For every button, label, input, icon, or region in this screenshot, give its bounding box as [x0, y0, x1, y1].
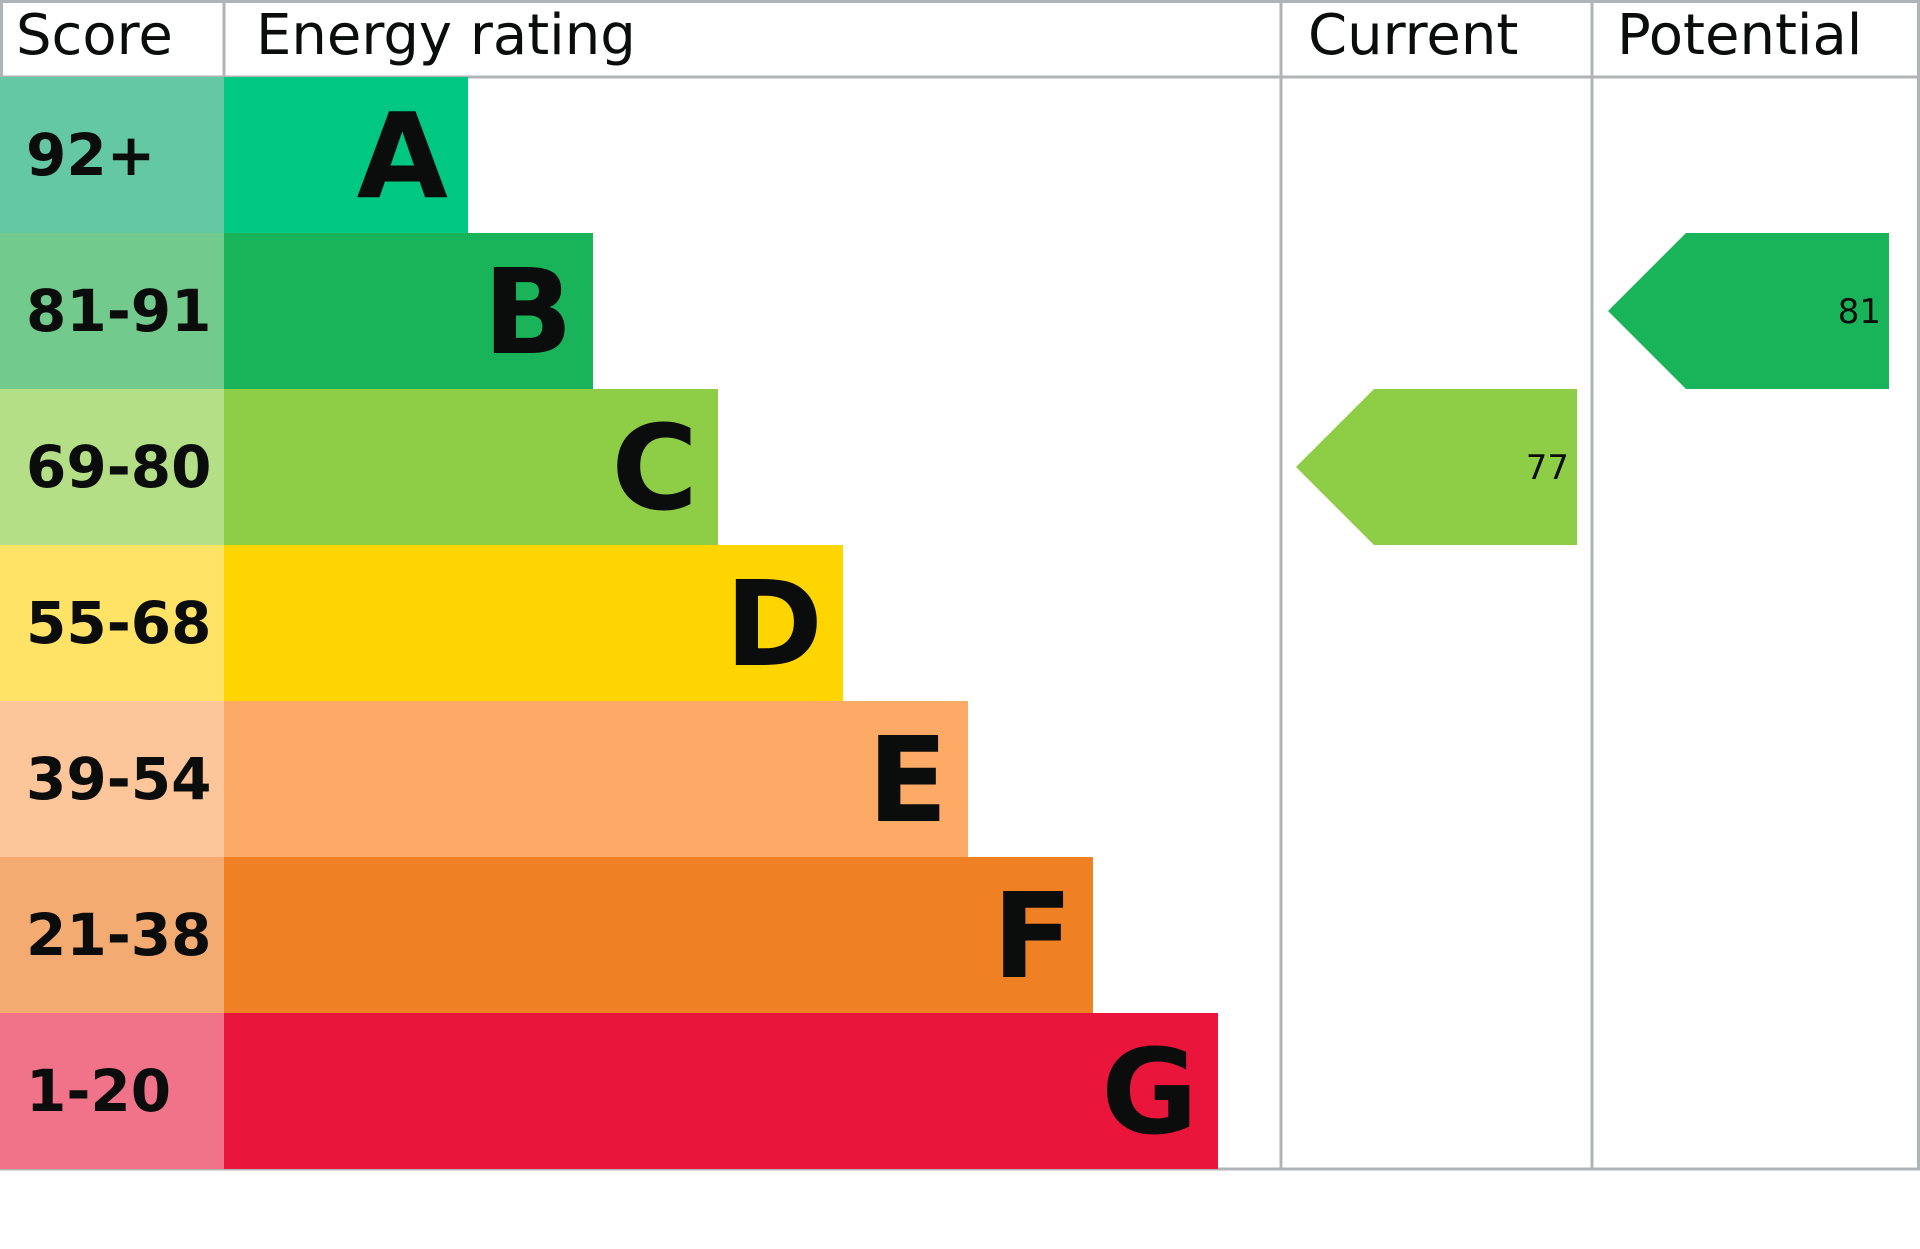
score-cell — [0, 1013, 224, 1169]
band-d: 55-68 D — [0, 545, 843, 701]
band-bar — [224, 389, 718, 545]
score-range: 39-54 — [26, 745, 212, 813]
band-bar — [224, 1013, 1218, 1169]
band-e: 39-54 E — [0, 701, 968, 857]
band-c: 69-80 C — [0, 389, 718, 545]
header-potential: Potential — [1617, 3, 1862, 68]
band-bar — [224, 233, 593, 389]
score-cell — [0, 77, 224, 233]
potential-rating-arrow-shape — [1608, 233, 1889, 389]
band-letter: C — [611, 399, 698, 537]
current-rating-arrow-value: 77 — [1526, 448, 1569, 488]
band-bar — [224, 857, 1093, 1013]
score-cell — [0, 701, 224, 857]
band-bar — [224, 545, 843, 701]
band-g: 1-20 G — [0, 1013, 1218, 1169]
band-letter: A — [357, 87, 448, 225]
band-b: 81-91 B — [0, 233, 593, 389]
current-rating-arrow: 77 — [1296, 389, 1577, 545]
band-letter: D — [725, 555, 823, 693]
potential-rating-arrow: 81 — [1608, 233, 1889, 389]
band-letter: F — [992, 867, 1073, 1005]
score-cell — [0, 389, 224, 545]
score-range: 55-68 — [26, 589, 212, 657]
score-cell — [0, 857, 224, 1013]
band-bar — [224, 77, 468, 233]
band-bar — [224, 701, 968, 857]
score-range: 69-80 — [26, 433, 212, 501]
band-letter: G — [1101, 1023, 1198, 1161]
score-range: 92+ — [26, 121, 155, 189]
band-f: 21-38 F — [0, 857, 1093, 1013]
band-a: 92+ A — [0, 77, 468, 233]
arrows: 77 81 — [1296, 233, 1889, 545]
score-range: 21-38 — [26, 901, 212, 969]
score-range: 1-20 — [26, 1057, 171, 1125]
score-range: 81-91 — [26, 277, 212, 345]
band-letter: B — [483, 243, 573, 381]
current-rating-arrow-shape — [1296, 389, 1577, 545]
header-score: Score — [16, 3, 173, 68]
header-current: Current — [1308, 3, 1518, 68]
score-cell — [0, 545, 224, 701]
band-letter: E — [867, 711, 948, 849]
header-energy-rating: Energy rating — [256, 3, 636, 68]
score-cell — [0, 233, 224, 389]
bands: 92+ A 81-91 B 69-80 C 55-68 D 39-54 E 21-38 F 1-20 G — [0, 77, 1218, 1169]
potential-rating-arrow-value: 81 — [1838, 292, 1881, 332]
